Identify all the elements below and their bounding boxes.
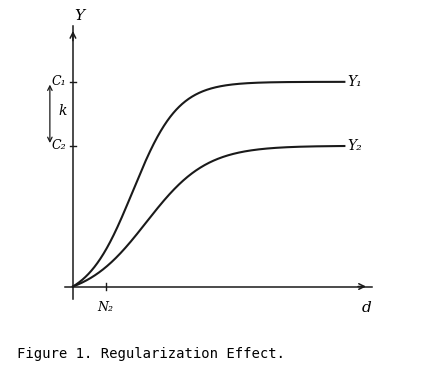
Text: Y₂: Y₂ (347, 139, 362, 153)
Text: N₂: N₂ (98, 301, 114, 314)
Text: d: d (361, 301, 371, 315)
Text: k: k (58, 104, 67, 118)
Text: Y₁: Y₁ (347, 75, 362, 89)
Text: C₁: C₁ (51, 75, 66, 88)
Text: Y: Y (74, 9, 84, 23)
Text: C₂: C₂ (51, 139, 66, 152)
Text: Figure 1. Regularization Effect.: Figure 1. Regularization Effect. (17, 347, 285, 361)
